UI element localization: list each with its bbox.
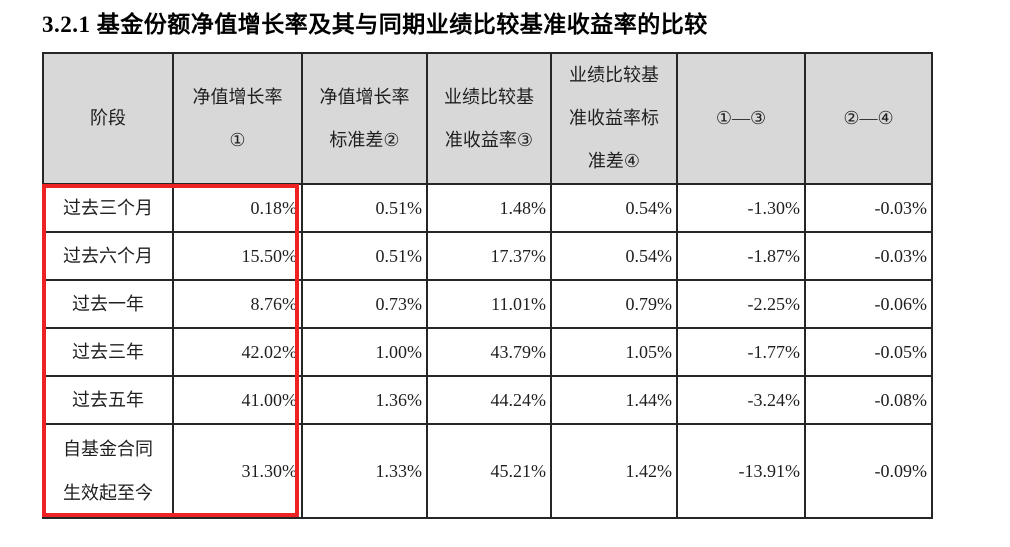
cell-diff-2-minus-4: -0.03% bbox=[804, 183, 933, 233]
cell-nav-growth-std: 1.33% bbox=[301, 423, 428, 519]
cell-benchmark-return: 11.01% bbox=[426, 279, 552, 329]
cell-benchmark-return-std: 0.79% bbox=[550, 279, 678, 329]
header-diff-2-minus-4: ②—④ bbox=[804, 52, 933, 185]
cell-nav-growth-std: 0.73% bbox=[301, 279, 428, 329]
cell-benchmark-return: 43.79% bbox=[426, 327, 552, 377]
cell-nav-growth-std: 1.00% bbox=[301, 327, 428, 377]
performance-comparison-table: 阶段 净值增长率 ① 净值增长率 标准差② 业绩比较基 准收益率③ 业绩比较基 … bbox=[42, 52, 933, 519]
cell-diff-2-minus-4: -0.09% bbox=[804, 423, 933, 519]
cell-diff-1-minus-3: -1.87% bbox=[676, 231, 806, 281]
header-period: 阶段 bbox=[42, 52, 174, 185]
cell-period: 自基金合同 生效起至今 bbox=[42, 423, 174, 519]
cell-nav-growth-std: 1.36% bbox=[301, 375, 428, 425]
cell-diff-1-minus-3: -1.77% bbox=[676, 327, 806, 377]
cell-nav-growth: 42.02% bbox=[172, 327, 303, 377]
cell-benchmark-return: 45.21% bbox=[426, 423, 552, 519]
cell-nav-growth: 8.76% bbox=[172, 279, 303, 329]
section-title: 3.2.1 基金份额净值增长率及其与同期业绩比较基准收益率的比较 bbox=[42, 12, 708, 37]
cell-benchmark-return-std: 1.44% bbox=[550, 375, 678, 425]
cell-period: 过去一年 bbox=[42, 279, 174, 329]
table-row: 过去三个月 0.18% 0.51% 1.48% 0.54% -1.30% -0.… bbox=[42, 183, 933, 233]
cell-nav-growth: 41.00% bbox=[172, 375, 303, 425]
table-row: 过去五年 41.00% 1.36% 44.24% 1.44% -3.24% -0… bbox=[42, 375, 933, 425]
header-benchmark-return: 业绩比较基 准收益率③ bbox=[426, 52, 552, 185]
cell-diff-1-minus-3: -2.25% bbox=[676, 279, 806, 329]
cell-diff-2-minus-4: -0.06% bbox=[804, 279, 933, 329]
cell-benchmark-return: 1.48% bbox=[426, 183, 552, 233]
cell-diff-2-minus-4: -0.08% bbox=[804, 375, 933, 425]
cell-period: 过去五年 bbox=[42, 375, 174, 425]
cell-nav-growth-std: 0.51% bbox=[301, 231, 428, 281]
table-row: 过去六个月 15.50% 0.51% 17.37% 0.54% -1.87% -… bbox=[42, 231, 933, 281]
cell-benchmark-return-std: 0.54% bbox=[550, 231, 678, 281]
cell-benchmark-return-std: 0.54% bbox=[550, 183, 678, 233]
cell-benchmark-return: 17.37% bbox=[426, 231, 552, 281]
table-row: 过去一年 8.76% 0.73% 11.01% 0.79% -2.25% -0.… bbox=[42, 279, 933, 329]
cell-nav-growth: 31.30% bbox=[172, 423, 303, 519]
cell-diff-1-minus-3: -13.91% bbox=[676, 423, 806, 519]
table-row: 自基金合同 生效起至今 31.30% 1.33% 45.21% 1.42% -1… bbox=[42, 423, 933, 519]
cell-period: 过去三个月 bbox=[42, 183, 174, 233]
cell-diff-1-minus-3: -3.24% bbox=[676, 375, 806, 425]
cell-nav-growth: 15.50% bbox=[172, 231, 303, 281]
cell-nav-growth: 0.18% bbox=[172, 183, 303, 233]
cell-diff-2-minus-4: -0.05% bbox=[804, 327, 933, 377]
cell-benchmark-return-std: 1.42% bbox=[550, 423, 678, 519]
cell-benchmark-return-std: 1.05% bbox=[550, 327, 678, 377]
header-row: 阶段 净值增长率 ① 净值增长率 标准差② 业绩比较基 准收益率③ 业绩比较基 … bbox=[42, 52, 933, 185]
header-nav-growth-std: 净值增长率 标准差② bbox=[301, 52, 428, 185]
cell-period: 过去六个月 bbox=[42, 231, 174, 281]
table-row: 过去三年 42.02% 1.00% 43.79% 1.05% -1.77% -0… bbox=[42, 327, 933, 377]
cell-diff-1-minus-3: -1.30% bbox=[676, 183, 806, 233]
cell-benchmark-return: 44.24% bbox=[426, 375, 552, 425]
header-nav-growth: 净值增长率 ① bbox=[172, 52, 303, 185]
cell-nav-growth-std: 0.51% bbox=[301, 183, 428, 233]
cell-period: 过去三年 bbox=[42, 327, 174, 377]
cell-diff-2-minus-4: -0.03% bbox=[804, 231, 933, 281]
header-diff-1-minus-3: ①—③ bbox=[676, 52, 806, 185]
header-benchmark-return-std: 业绩比较基 准收益率标 准差④ bbox=[550, 52, 678, 185]
